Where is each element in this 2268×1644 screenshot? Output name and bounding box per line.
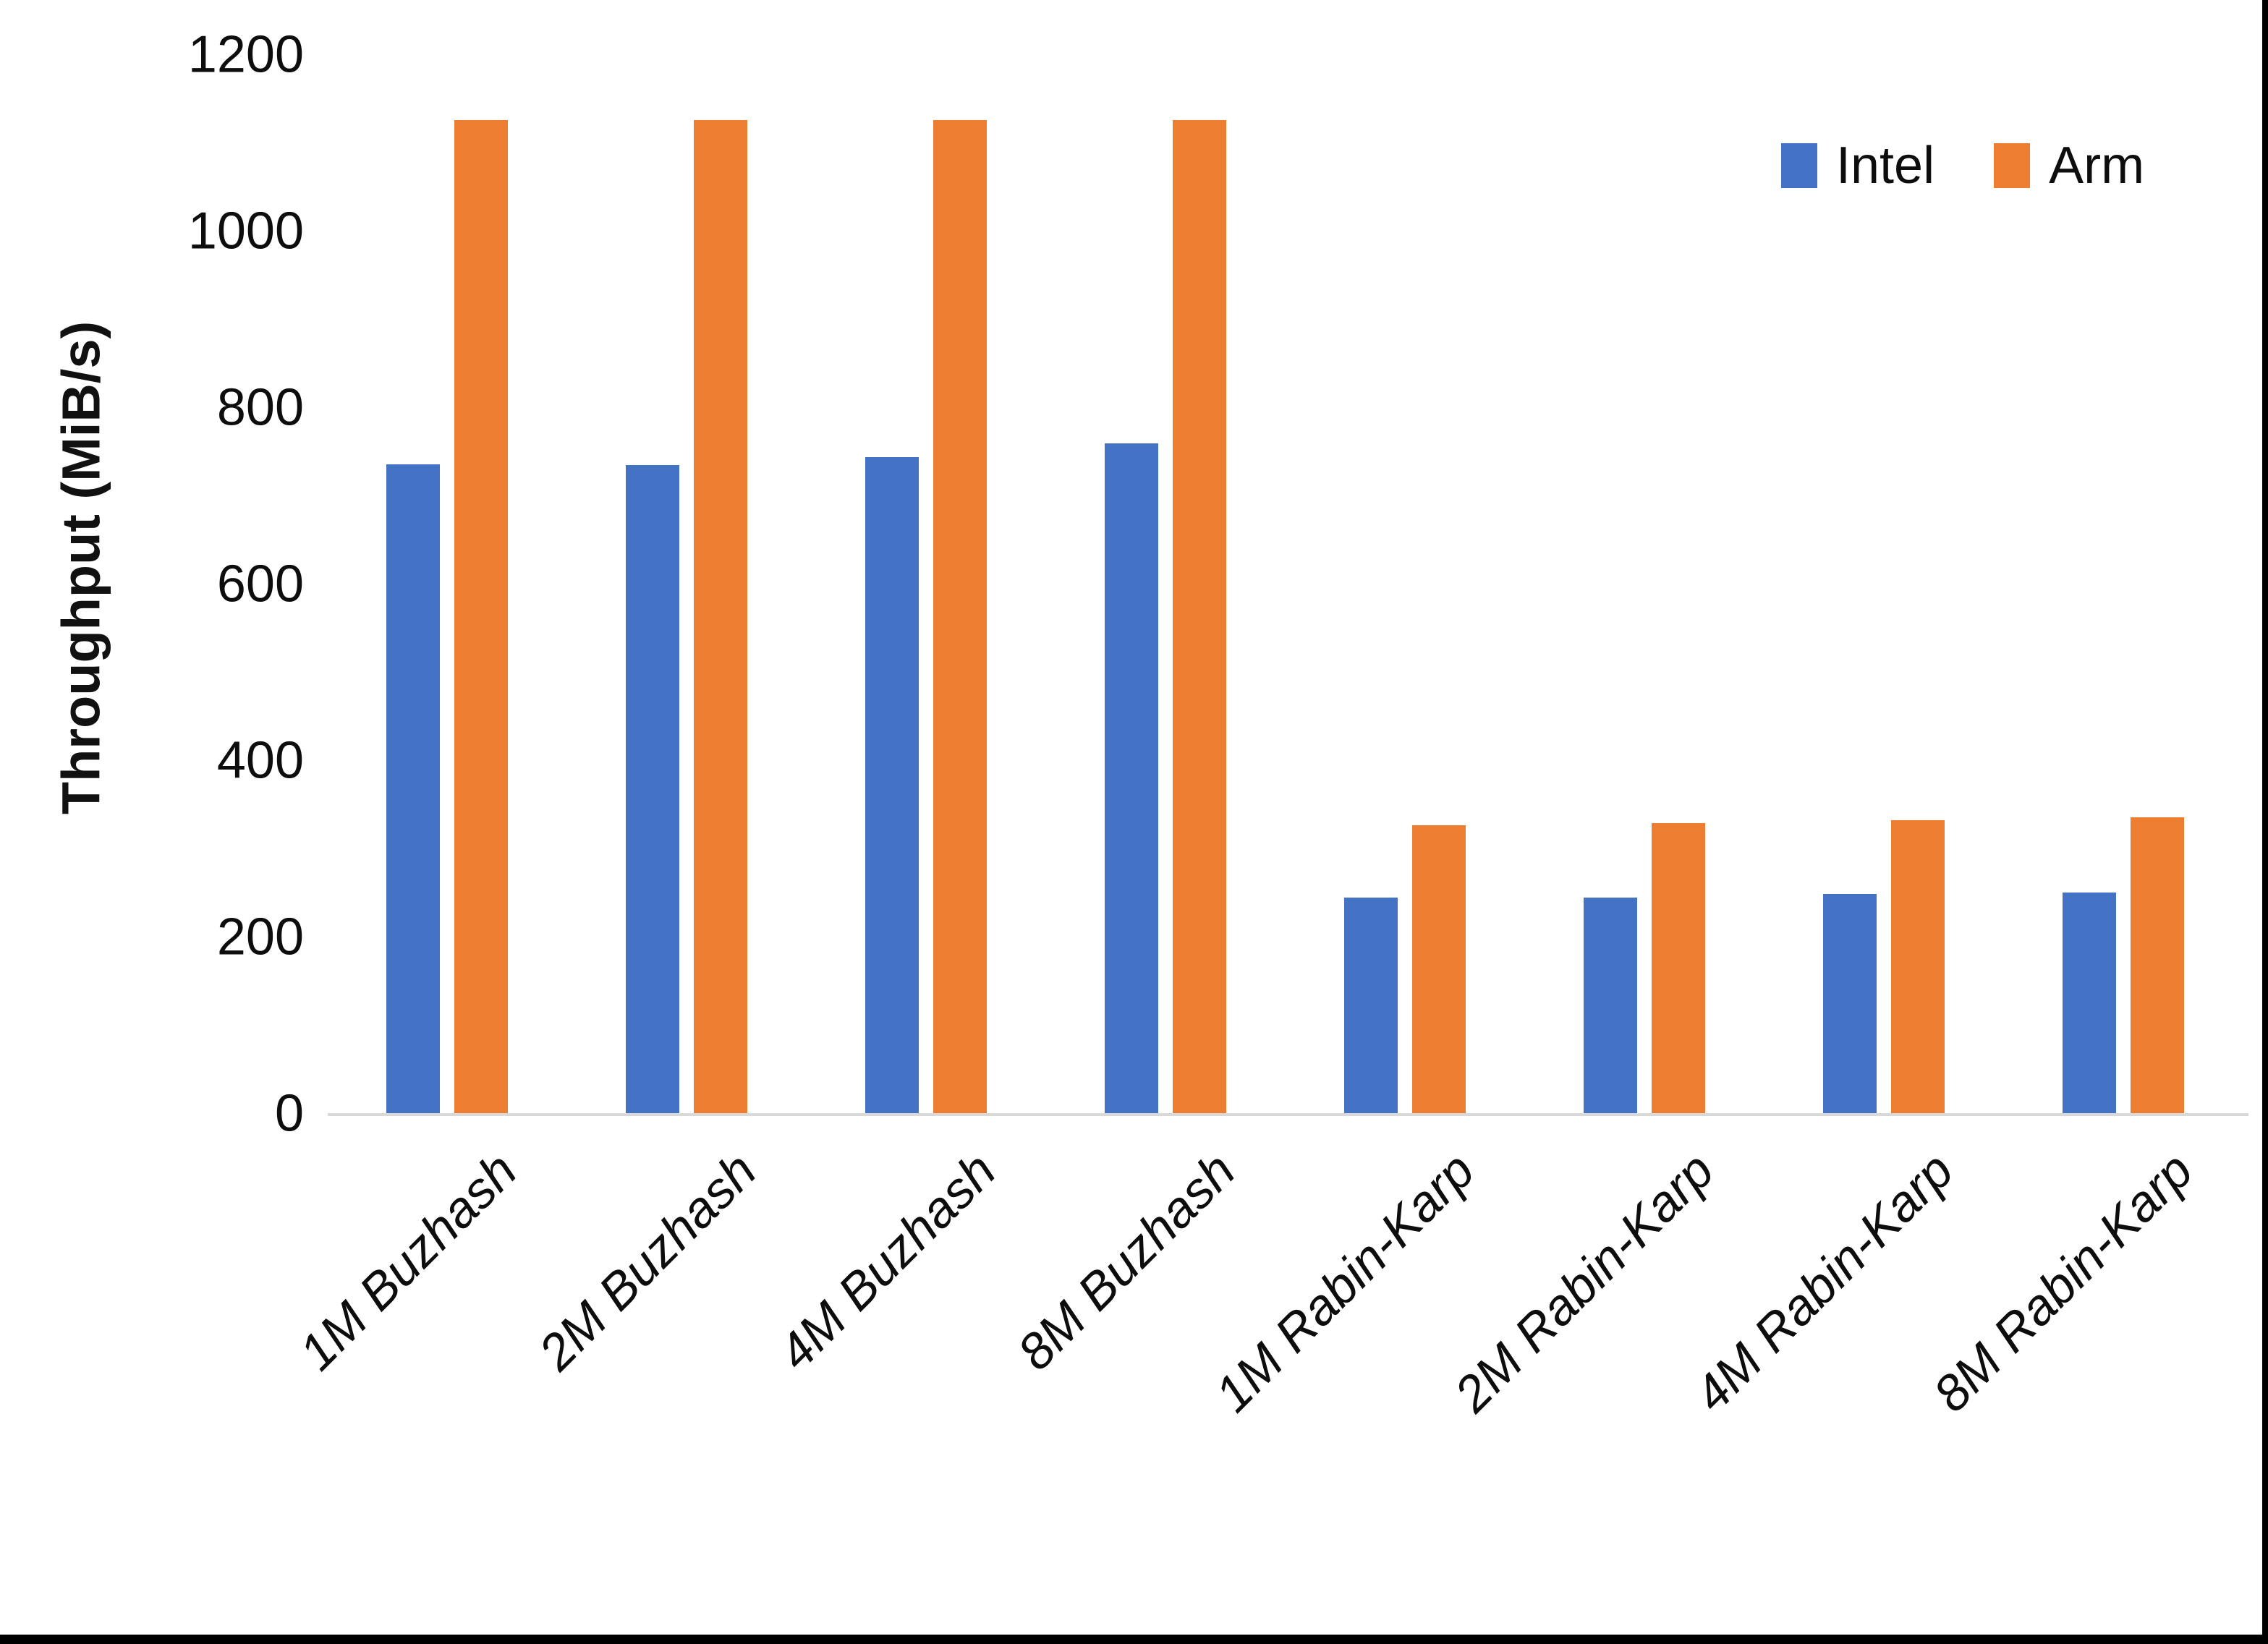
x-category-label-1m-buzhash: 1M Buzhash xyxy=(288,1141,527,1381)
bar-intel-2m-rabin-karp xyxy=(1584,898,1637,1115)
bar-arm-4m-rabin-karp xyxy=(1891,820,1945,1115)
bar-intel-8m-buzhash xyxy=(1105,443,1158,1115)
y-tick-label-600: 600 xyxy=(216,555,304,613)
bar-arm-8m-rabin-karp xyxy=(2131,817,2184,1115)
x-category-label-2m-buzhash: 2M Buzhash xyxy=(527,1141,767,1381)
y-tick-label-800: 800 xyxy=(216,378,304,437)
legend-label-arm: Arm xyxy=(2049,137,2145,195)
bar-arm-2m-buzhash xyxy=(694,120,747,1115)
legend-item-intel: Intel xyxy=(1781,136,1934,195)
y-tick-label-200: 200 xyxy=(216,908,304,966)
x-category-label-4m-buzhash: 4M Buzhash xyxy=(767,1141,1006,1381)
x-category-label-8m-buzhash: 8M Buzhash xyxy=(1006,1141,1246,1381)
bar-intel-4m-buzhash xyxy=(865,457,919,1115)
page-border-bottom xyxy=(0,1635,2268,1644)
legend-swatch-arm xyxy=(1994,143,2031,188)
x-category-label-8m-rabin-karp: 8M Rabin-Karp xyxy=(1922,1141,2204,1423)
legend: Intel Arm xyxy=(1781,136,2144,195)
bar-intel-1m-rabin-karp xyxy=(1344,898,1398,1115)
bar-arm-2m-rabin-karp xyxy=(1652,823,1705,1115)
legend-swatch-intel xyxy=(1781,143,1817,188)
x-axis-line xyxy=(328,1113,2248,1116)
legend-label-intel: Intel xyxy=(1836,137,1935,195)
bar-arm-8m-buzhash xyxy=(1173,120,1226,1115)
bar-intel-2m-buzhash xyxy=(626,465,679,1115)
y-tick-label-1000: 1000 xyxy=(187,202,304,260)
y-tick-label-1200: 1200 xyxy=(187,25,304,84)
y-axis-title: Throughput (MiB/s) xyxy=(51,320,111,815)
bar-intel-4m-rabin-karp xyxy=(1823,894,1877,1115)
bar-intel-1m-buzhash xyxy=(386,464,440,1115)
y-tick-label-0: 0 xyxy=(274,1084,304,1143)
bar-arm-1m-buzhash xyxy=(454,120,508,1115)
bar-arm-4m-buzhash xyxy=(933,120,987,1115)
page-border-right xyxy=(2262,0,2268,1644)
legend-item-arm: Arm xyxy=(1994,136,2144,195)
y-tick-label-400: 400 xyxy=(216,731,304,790)
bar-arm-1m-rabin-karp xyxy=(1412,825,1466,1115)
bar-intel-8m-rabin-karp xyxy=(2063,893,2116,1115)
